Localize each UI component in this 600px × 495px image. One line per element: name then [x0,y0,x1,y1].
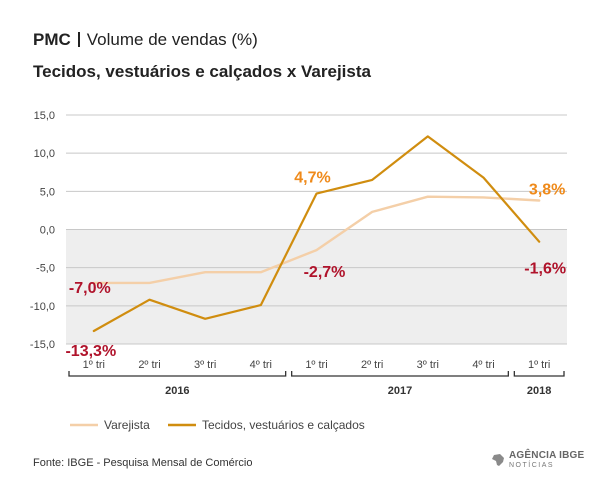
title-separator [77,32,80,47]
y-tick-label: 15,0 [34,110,55,122]
survey-label: PMC [33,30,71,49]
x-tick-label: 2º tri [138,359,160,371]
logo-subtitle: NOTÍCIAS [509,462,555,469]
chart-title: Volume de vendas (%) [86,30,258,49]
year-bracket [291,371,509,377]
year-label: 2016 [165,385,189,397]
y-tick-label: 0,0 [40,225,55,237]
data-label: -2,7% [304,264,346,281]
y-tick-label: -5,0 [36,263,55,275]
x-tick-label: 1º tri [305,359,327,371]
x-tick-label: 4º tri [250,359,272,371]
year-bracket [513,371,565,377]
chart-header: PMC Volume de vendas (%) [33,30,258,50]
x-tick-label: 1º tri [528,359,550,371]
year-bracket [68,371,287,377]
agency-logo: AGÊNCIA IBGE NOTÍCIAS [491,451,584,469]
chart-subtitle: Tecidos, vestuários e calçados x Varejis… [33,62,371,81]
data-label: 4,7% [294,170,330,187]
series-line-varejista [92,195,541,285]
x-tick-label: 1º tri [83,359,105,371]
source-note: Fonte: IBGE - Pesquisa Mensal de Comérci… [33,457,253,469]
x-tick-label: 3º tri [417,359,439,371]
brazil-map-icon [492,454,504,466]
x-tick-label: 3º tri [194,359,216,371]
y-tick-label: -15,0 [30,339,55,351]
series-line-tecidos [92,135,541,333]
data-label: -1,6% [524,261,566,278]
y-tick-label: 10,0 [34,148,55,160]
data-label: -7,0% [69,280,111,297]
year-label: 2017 [388,385,412,397]
line-chart: 15,0 10,0 5,0 0,0 -5,0 -10,0 -15,0 -7,0% -13,3% 4… [30,110,567,432]
logo-title: AGÊNCIA IBGE [509,450,585,461]
legend-label: Tecidos, vestuários e calçados [202,418,365,432]
legend-label: Varejista [104,418,150,432]
year-label: 2018 [527,385,551,397]
x-tick-label: 4º tri [472,359,494,371]
data-label: 3,8% [529,181,565,198]
data-label: -13,3% [65,343,116,360]
negative-region-band [66,229,567,344]
y-tick-label: 5,0 [40,186,55,198]
x-tick-label: 2º tri [361,359,383,371]
y-tick-label: -10,0 [30,301,55,313]
